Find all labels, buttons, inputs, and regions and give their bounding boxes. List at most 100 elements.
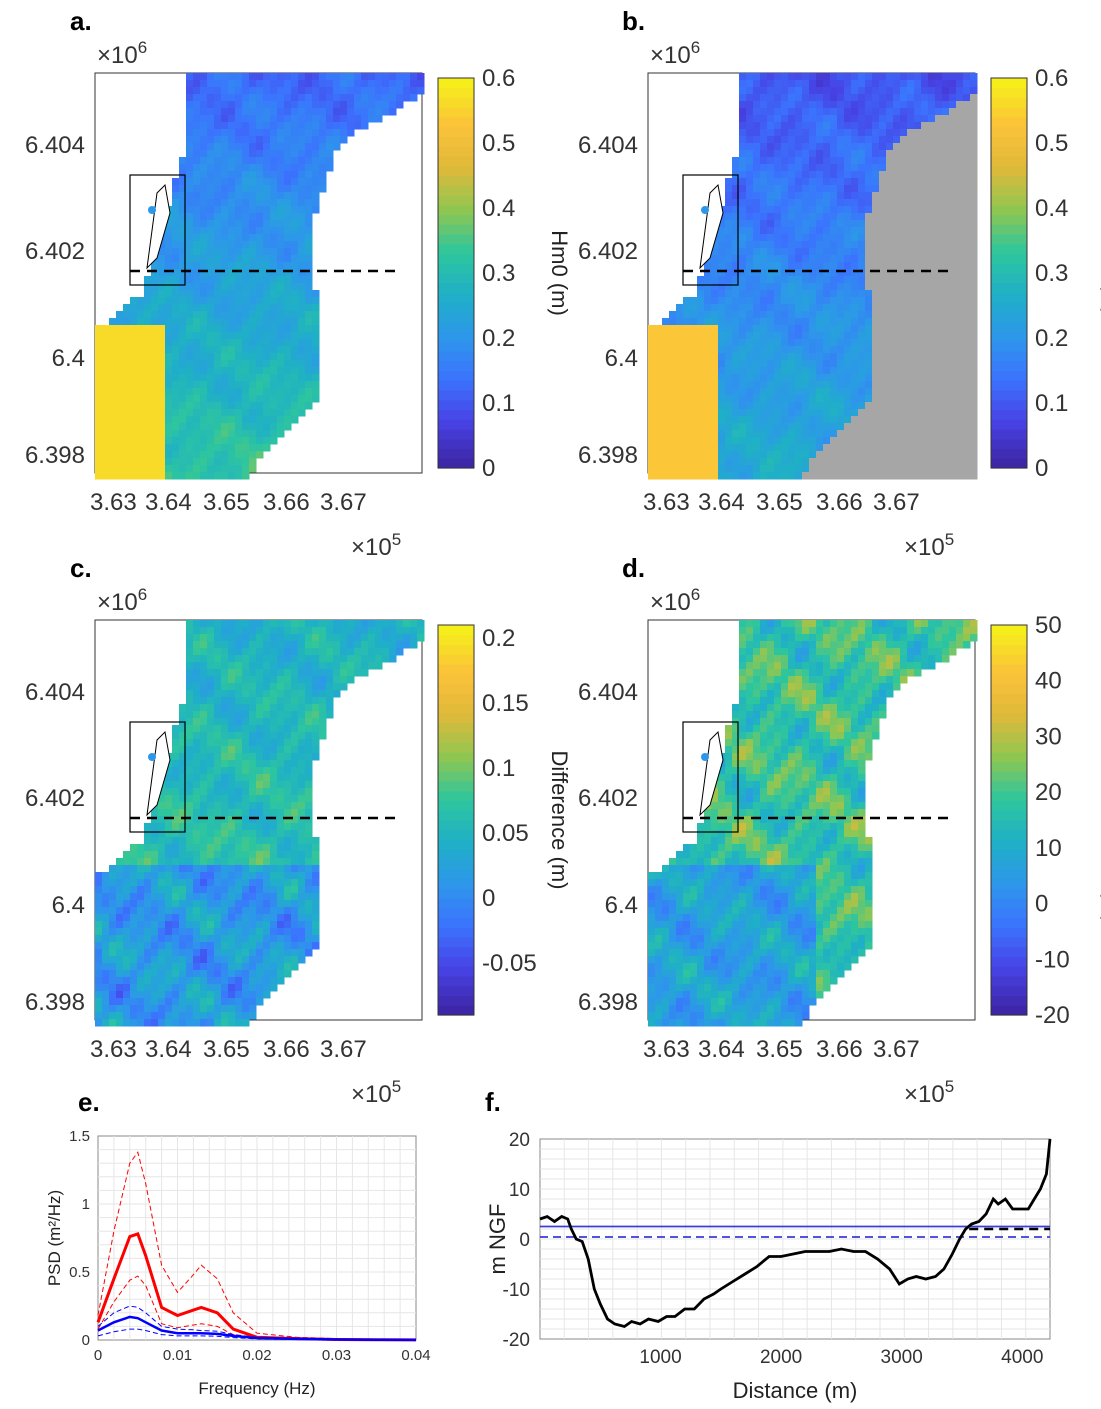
heat-cell (130, 409, 138, 417)
land-cell (935, 297, 943, 305)
heat-cell (767, 185, 775, 193)
heat-cell (718, 374, 726, 382)
land-cell (886, 290, 894, 298)
heat-cell (193, 669, 201, 677)
heat-cell (354, 669, 362, 677)
heat-cell (221, 353, 229, 361)
heat-cell (186, 683, 194, 691)
land-cell (949, 437, 957, 445)
heat-cell (214, 115, 222, 123)
heat-cell (207, 80, 215, 88)
heat-cell (795, 472, 803, 480)
heat-cell (165, 220, 173, 228)
heat-cell (235, 823, 243, 831)
heat-cell (844, 136, 852, 144)
heat-cell (193, 374, 201, 382)
heat-cell (746, 332, 754, 340)
heat-cell (858, 101, 866, 109)
heat-cell (277, 213, 285, 221)
heat-cell (354, 122, 362, 130)
heat-cell (193, 318, 201, 326)
heat-cell (193, 451, 201, 459)
heat-cell (193, 697, 201, 705)
heat-cell (704, 423, 712, 431)
heat-cell (291, 234, 299, 242)
heat-cell (270, 227, 278, 235)
heat-cell (816, 304, 824, 312)
heat-cell (753, 115, 761, 123)
land-cell (879, 297, 887, 305)
heat-cell (277, 171, 285, 179)
heat-cell (823, 178, 831, 186)
heat-cell (235, 655, 243, 663)
heat-cell (809, 311, 817, 319)
heat-cell (739, 108, 747, 116)
heat-cell (676, 339, 684, 347)
heat-cell (207, 844, 215, 852)
heat-cell (802, 304, 810, 312)
heat-cell (900, 80, 908, 88)
heat-cell (305, 199, 313, 207)
heat-cell (277, 760, 285, 768)
land-cell (956, 353, 964, 361)
heat-cell (235, 143, 243, 151)
heat-cell (774, 269, 782, 277)
heat-cell (739, 101, 747, 109)
heat-cell (249, 718, 257, 726)
heat-cell (739, 451, 747, 459)
heat-cell (753, 472, 761, 480)
heat-cell (830, 311, 838, 319)
heat-cell (739, 465, 747, 473)
heat-cell (179, 381, 187, 389)
land-cell (942, 311, 950, 319)
heat-cell (214, 297, 222, 305)
heat-cell (186, 108, 194, 116)
colorbar-tick-label-a: 0.2 (482, 325, 515, 352)
heat-cell (823, 94, 831, 102)
land-cell (956, 332, 964, 340)
heat-cell (809, 430, 817, 438)
land-cell (879, 276, 887, 284)
heat-cell (270, 395, 278, 403)
land-cell (942, 388, 950, 396)
heat-cell (732, 332, 740, 340)
heat-cell (739, 213, 747, 221)
heat-cell (291, 150, 299, 158)
heat-cell (690, 444, 698, 452)
heat-cell (151, 437, 159, 445)
heat-cell (823, 185, 831, 193)
heat-cell (711, 318, 719, 326)
heat-cell (235, 87, 243, 95)
heat-cell (144, 830, 152, 838)
heat-cell (410, 94, 418, 102)
heat-cell (683, 472, 691, 480)
heat-cell (823, 381, 831, 389)
heat-cell (256, 809, 264, 817)
heat-cell (655, 388, 663, 396)
heat-cell (284, 872, 292, 880)
land-cell (900, 171, 908, 179)
heat-cell (200, 795, 208, 803)
heat-cell (837, 325, 845, 333)
heat-cell (858, 402, 866, 410)
heat-cell (256, 676, 264, 684)
heat-cell (130, 423, 138, 431)
land-cell (928, 423, 936, 431)
heat-cell (690, 458, 698, 466)
heat-cell (697, 332, 705, 340)
heat-cell (228, 276, 236, 284)
heat-cell (123, 360, 131, 368)
heat-cell (858, 199, 866, 207)
x-tick-label-a: 3.65 (203, 489, 250, 516)
heat-cell (718, 444, 726, 452)
colorbar-frame-a (437, 77, 475, 469)
heat-cell (795, 381, 803, 389)
heat-cell (298, 318, 306, 326)
land-cell (956, 451, 964, 459)
heat-cell (256, 122, 264, 130)
heat-cell (823, 423, 831, 431)
land-cell (907, 157, 915, 165)
heat-cell (165, 269, 173, 277)
heat-cell (228, 325, 236, 333)
heat-cell (207, 795, 215, 803)
